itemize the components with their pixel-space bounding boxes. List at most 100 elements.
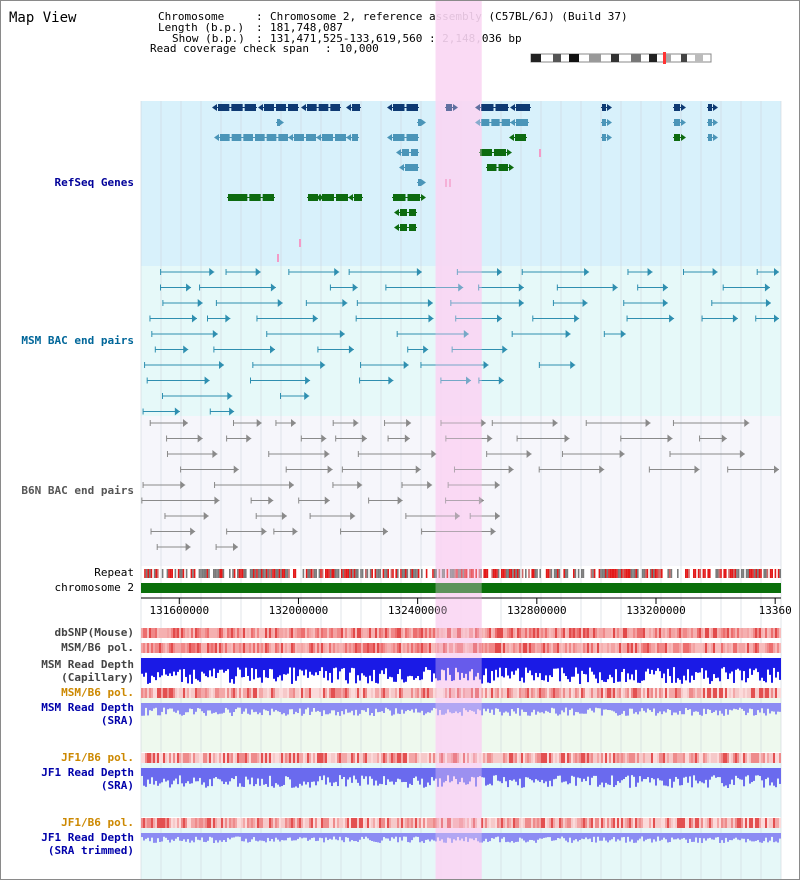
msm-depth-capillary-bar — [579, 658, 581, 684]
jf1-depth-sra-bar — [433, 768, 435, 781]
dbsnp-heat — [255, 628, 257, 638]
msm-b6-pol-heat — [425, 643, 427, 653]
repeat-mark — [563, 569, 565, 578]
dbsnp-heat — [357, 628, 359, 638]
jf1-depth-trimmed-bar — [701, 833, 703, 843]
msm-depth-capillary-bar — [651, 658, 653, 670]
dbsnp-heat — [699, 628, 701, 638]
jf1-b6-pol2-heat — [761, 818, 763, 828]
jf1-depth-sra-bar — [243, 768, 245, 787]
msm-b6-pol2-heat — [701, 688, 703, 698]
msm-b6-pol-heat — [603, 643, 605, 653]
repeat-mark — [581, 569, 583, 578]
jf1-b6-pol2-heat — [735, 818, 737, 828]
msm-depth-capillary-bar — [203, 658, 205, 674]
msm-b6-pol-heat — [643, 643, 645, 653]
jf1-depth-sra-bar — [173, 768, 175, 781]
jf1-b6-pol-heat — [621, 753, 623, 763]
dbsnp-heat — [459, 628, 461, 638]
jf1-b6-pol-heat — [283, 753, 285, 763]
jf1-depth-trimmed-bar — [171, 833, 173, 840]
dbsnp-heat — [507, 628, 509, 638]
dbsnp-heat — [229, 628, 231, 638]
dbsnp-heat — [595, 628, 597, 638]
jf1-b6-pol-heat — [693, 753, 695, 763]
jf1-b6-pol-heat — [287, 753, 289, 763]
jf1-b6-pol2-heat — [529, 818, 531, 828]
jf1-b6-pol-heat — [333, 753, 335, 763]
msm-b6-pol2-heat — [605, 688, 607, 698]
jf1-depth-trimmed-bar — [755, 833, 757, 841]
jf1-depth-sra-bar — [223, 768, 225, 785]
msm-depth-sra-bar — [745, 703, 747, 716]
jf1-b6-pol-heat — [569, 753, 571, 763]
dbsnp-heat — [675, 628, 677, 638]
repeat-mark — [573, 569, 575, 578]
b6n-bac-pair-arrow — [180, 481, 186, 489]
msm-b6-pol-heat — [709, 643, 711, 653]
msm-b6-pol-heat — [557, 643, 559, 653]
msm-depth-sra-bar — [283, 703, 285, 714]
jf1-depth-sra-bar — [745, 768, 747, 777]
msm-bac-pair-arrow — [348, 345, 354, 354]
gene-arrow — [316, 194, 321, 201]
jf1-depth-trimmed-bar — [629, 833, 631, 842]
msm-b6-pol2-heat — [143, 688, 145, 698]
jf1-depth-sra-bar — [499, 768, 501, 782]
jf1-depth-trimmed-bar — [747, 833, 749, 839]
jf1-depth-sra-bar — [477, 768, 479, 778]
msm-b6-pol2-heat — [471, 688, 473, 698]
jf1-depth-trimmed-bar — [473, 833, 475, 841]
jf1-b6-pol2-heat — [419, 818, 421, 828]
dbsnp-heat — [659, 628, 661, 638]
msm-b6-pol-heat — [701, 643, 703, 653]
jf1-depth-trimmed-bar — [457, 833, 459, 837]
jf1-b6-pol2-heat — [267, 818, 269, 828]
jf1-b6-pol-heat — [463, 753, 465, 763]
repeat-mark — [461, 569, 463, 578]
jf1-b6-pol2-heat — [161, 818, 163, 828]
msm-depth-sra-bar — [359, 703, 361, 714]
msm-depth-sra-bar — [273, 703, 275, 712]
dbsnp-heat — [381, 628, 383, 638]
repeat-mark — [497, 569, 500, 578]
msm-b6-pol-heat — [777, 643, 779, 653]
msm-depth-sra-bar — [677, 703, 679, 715]
msm-bac-pair-arrow — [662, 283, 668, 292]
repeat-mark — [233, 569, 236, 578]
msm-depth-sra-bar — [763, 703, 765, 714]
repeat-mark — [737, 569, 740, 578]
jf1-depth-sra-bar — [363, 768, 365, 779]
msm-b6-pol-heat — [205, 643, 207, 653]
gene-arrow — [230, 194, 235, 201]
msm-b6-pol2-heat — [163, 688, 165, 698]
gene-exon — [400, 209, 407, 216]
msm-depth-sra-bar — [605, 703, 607, 710]
msm-b6-pol2-heat — [743, 688, 745, 698]
dbsnp-heat — [455, 628, 457, 638]
dbsnp-heat — [227, 628, 229, 638]
jf1-depth-trimmed-bar — [643, 833, 645, 842]
jf1-b6-pol2-heat — [563, 818, 565, 828]
jf1-b6-pol2-heat — [325, 818, 327, 828]
jf1-b6-pol-heat — [577, 753, 579, 763]
jf1-depth-trimmed-bar — [571, 833, 573, 843]
dbsnp-heat — [463, 628, 465, 638]
gene-exon — [515, 134, 526, 141]
jf1-b6-pol2-heat — [323, 818, 325, 828]
jf1-depth-sra-bar — [603, 768, 605, 788]
jf1-depth-sra-bar — [419, 768, 421, 785]
msm-b6-pol-heat — [187, 643, 189, 653]
repeat-mark — [179, 569, 181, 578]
dbsnp-heat — [563, 628, 565, 638]
msm-b6-pol2-heat — [313, 688, 315, 698]
jf1-depth-trimmed-bar — [485, 833, 487, 839]
repeat-mark — [214, 569, 217, 578]
msm-depth-capillary-bar — [565, 658, 567, 676]
msm-depth-capillary-bar — [303, 658, 305, 676]
jf1-depth-sra-bar — [319, 768, 321, 777]
gene-exon — [400, 224, 407, 231]
jf1-depth-sra-bar — [639, 768, 641, 777]
jf1-b6-pol-heat — [487, 753, 489, 763]
